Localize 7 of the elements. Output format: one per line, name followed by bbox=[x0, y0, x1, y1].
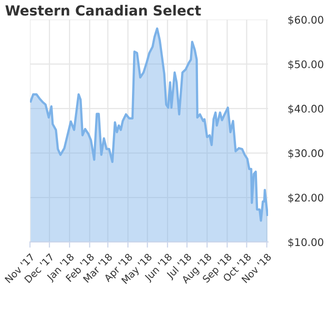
y-tick-label: $10.00 bbox=[288, 238, 324, 248]
chart-title: Western Canadian Select bbox=[5, 4, 201, 16]
y-tick-label: $30.00 bbox=[288, 149, 324, 159]
y-tick-label: $40.00 bbox=[288, 104, 324, 114]
y-tick-label: $60.00 bbox=[288, 16, 324, 26]
y-tick-label: $50.00 bbox=[288, 60, 324, 70]
y-tick-label: $20.00 bbox=[288, 194, 324, 203]
